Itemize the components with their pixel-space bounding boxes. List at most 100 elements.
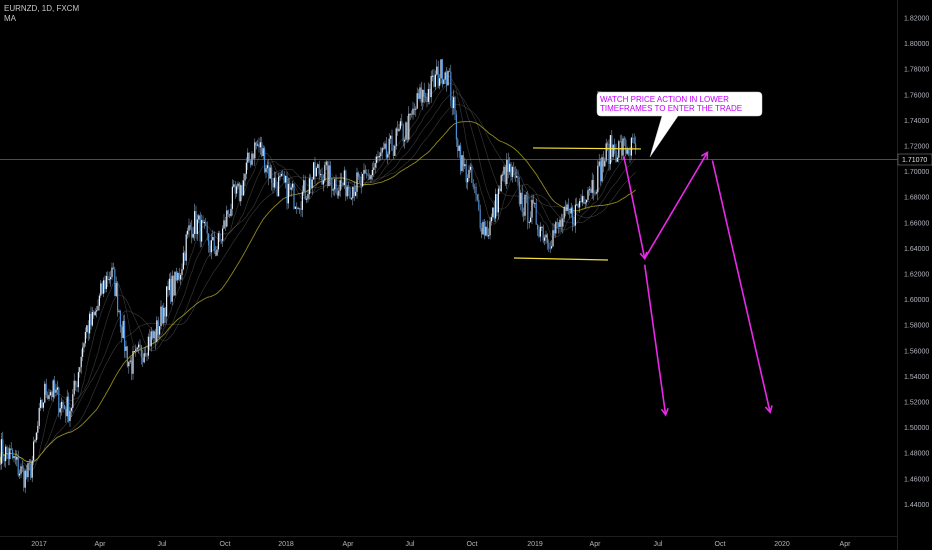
candle-body [387,154,389,158]
candle-body [125,346,127,351]
candle-body [381,147,383,153]
candle-body [537,224,539,230]
candle-body [418,93,420,99]
candle-body [322,180,324,185]
candle-body [476,194,478,200]
candle-body [184,252,186,261]
candle-body [495,194,497,219]
candle-body [451,100,453,109]
candle-body [530,217,532,223]
candle-body [131,360,133,374]
candle-body [425,96,427,98]
candle-body [573,224,575,226]
candle-body [307,194,309,199]
projection-arrow-down-branch[interactable] [643,264,667,415]
candle-body [231,186,233,209]
candle-body [198,215,200,220]
candle-body [208,233,210,246]
candle-body [362,173,364,187]
candle-body [574,204,576,226]
time-tick-label: Apr [95,541,107,548]
candle-body [465,164,467,183]
candle-body [392,150,394,156]
price-tick-label: 1.80000 [904,41,929,48]
resistance-line[interactable] [532,147,642,150]
candle-body [518,181,520,205]
support-line[interactable] [513,257,609,261]
candle-body [614,144,616,151]
candle-body [315,167,317,177]
projection-arrow-up[interactable] [644,151,709,260]
projection-arrow-down-1[interactable] [623,156,646,259]
candle-body [457,139,459,151]
candle-body [486,226,488,236]
time-tick-label: Jul [158,541,167,548]
moving-average-lines [0,75,636,471]
annotation-callout[interactable]: WATCH PRICE ACTION IN LOWER TIMEFRAMES T… [596,91,763,158]
candle-body [264,148,266,173]
candle-body [367,175,369,177]
candle-body [390,135,392,139]
price-axis: 1.82000 1.80000 1.78000 1.76000 1.74000 1.720… [897,0,929,550]
candle-body [371,169,373,176]
arrowhead-icon [660,407,669,417]
price-tick-label: 1.56000 [904,348,929,355]
candle-body [450,71,452,101]
candle-body [244,173,246,181]
candle-body [26,470,28,478]
candle-body [341,180,343,183]
candle-body [584,202,586,204]
candle-body [164,307,166,317]
candle-body [521,192,523,213]
candle-body [259,142,261,148]
candle-body [278,176,280,197]
candle-body [511,167,513,177]
candle-body [507,159,509,172]
candle-body [591,180,593,193]
candle-body [245,162,247,174]
candle-body [149,336,151,347]
candle-body [391,135,393,151]
candle-body [42,402,44,408]
candle-body [142,357,144,363]
candle-body [412,108,414,115]
price-tick-label: 1.70000 [904,169,929,176]
candle-body [147,336,149,356]
candle-body [579,201,581,208]
candle-body [538,229,540,237]
candle-body [597,165,599,193]
projection-arrow-down-2[interactable] [711,160,771,413]
candle-body [454,97,456,115]
candle-body [349,189,351,199]
candle-body [255,142,257,146]
candle-body [581,196,583,203]
candle-body [129,360,131,362]
candle-body [509,163,511,172]
candle-body [528,222,530,224]
candle-body [404,139,406,142]
candle-body [331,178,333,191]
candle-body [586,199,588,203]
candle-body [378,156,380,158]
candle-body [289,183,291,190]
candle-body [41,399,43,408]
candle-body [24,470,26,488]
candle-body [205,222,207,226]
current-price-label: 1.71070 [902,157,927,164]
candle-body [230,208,232,216]
moving-average-12 [0,75,636,471]
candle-body [237,183,239,187]
candle-body [549,248,551,250]
candle-body [94,311,96,316]
candle-body [590,189,592,193]
candle-body [485,226,487,236]
candle-body [572,207,574,225]
candle-body [542,226,544,241]
candle-body [432,75,434,77]
candle-body [62,401,64,405]
indicator-label[interactable]: MA [4,14,16,23]
candle-body [68,396,70,421]
candle-body [199,215,201,242]
candle-body [388,138,390,155]
